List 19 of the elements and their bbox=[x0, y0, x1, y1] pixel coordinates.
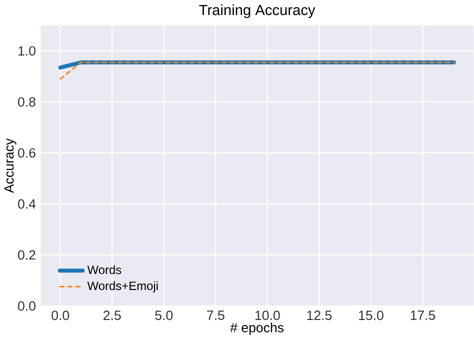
y-tick-label: 0.0 bbox=[18, 301, 36, 310]
x-tick-label: 10.0 bbox=[256, 310, 280, 320]
legend-label: Words+Emoji bbox=[87, 281, 158, 292]
x-tick-label: 2.5 bbox=[104, 310, 121, 320]
y-tick-label: 0.8 bbox=[18, 97, 36, 106]
x-tick-label: 7.5 bbox=[207, 310, 224, 320]
y-axis-title: Accuracy bbox=[4, 138, 16, 193]
y-tick-label: 0.4 bbox=[18, 199, 36, 208]
y-tick-label: 0.2 bbox=[18, 250, 36, 260]
chart-title: Training Accuracy bbox=[199, 4, 316, 18]
x-axis-title: # epochs bbox=[230, 322, 284, 335]
x-tick-label: 0.0 bbox=[52, 310, 70, 320]
y-tick-label: 0.6 bbox=[18, 148, 36, 158]
x-tick-label: 5.0 bbox=[155, 310, 173, 320]
x-tick-label: 15.0 bbox=[359, 310, 384, 320]
x-tick-label: 12.5 bbox=[307, 310, 332, 320]
y-tick-label: 1.0 bbox=[18, 46, 36, 56]
x-tick-label: 17.5 bbox=[410, 310, 436, 320]
legend-label: Words bbox=[87, 265, 122, 274]
